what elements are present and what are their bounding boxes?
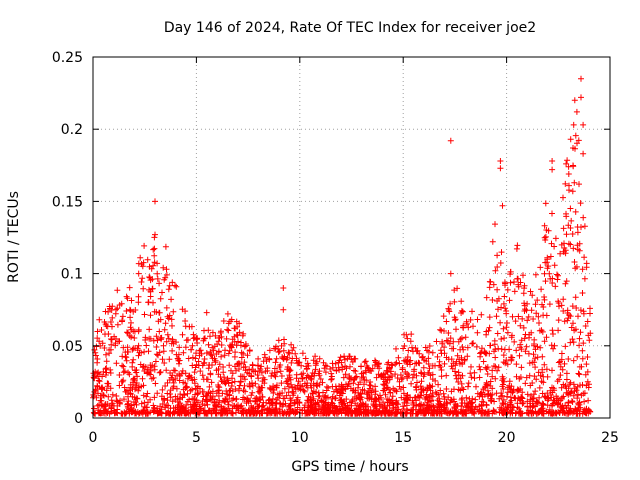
plot-frame [92, 56, 611, 419]
x-tick-label: 25 [601, 430, 619, 446]
roti-data-markers [90, 75, 594, 417]
y-tick-label: 0 [74, 411, 83, 427]
data-points [90, 75, 594, 417]
y-tick-label: 0.15 [52, 194, 83, 210]
x-tick-label: 10 [291, 430, 309, 446]
y-tick-label: 0.1 [61, 267, 83, 283]
axis-ticks: 0 5 10 15 20 25 0 0.05 0.1 0.15 0.2 0.25 [52, 50, 619, 446]
y-tick-label: 0.25 [52, 50, 83, 66]
x-tick-label: 0 [89, 430, 98, 446]
x-tick-label: 20 [498, 430, 516, 446]
y-axis-label: ROTI / TECUs [6, 191, 22, 283]
y-tick-label: 0.05 [52, 339, 83, 355]
x-axis-label: GPS time / hours [291, 459, 408, 475]
x-tick-label: 5 [192, 430, 201, 446]
x-tick-label: 15 [394, 430, 412, 446]
chart-title: Day 146 of 2024, Rate Of TEC Index for r… [164, 20, 536, 36]
y-tick-label: 0.2 [61, 122, 83, 138]
